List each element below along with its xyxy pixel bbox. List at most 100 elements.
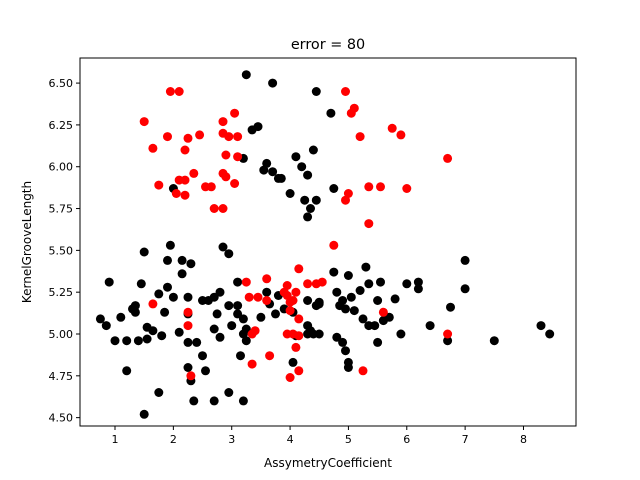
data-point	[183, 133, 193, 143]
data-point	[329, 184, 339, 193]
data-point	[314, 297, 324, 307]
data-point	[443, 153, 453, 163]
data-point	[349, 306, 359, 316]
data-point	[443, 336, 453, 346]
data-point	[139, 247, 149, 257]
data-point	[236, 351, 245, 361]
data-point	[291, 287, 301, 297]
plot-area-frame	[79, 57, 577, 427]
data-point	[177, 269, 187, 279]
data-point	[215, 332, 225, 342]
data-point	[294, 264, 304, 274]
data-point	[148, 299, 158, 309]
data-point	[224, 301, 234, 311]
data-point	[174, 87, 184, 96]
data-point	[198, 351, 207, 361]
data-point	[233, 152, 243, 162]
data-point	[265, 351, 275, 361]
data-point	[195, 130, 205, 140]
data-point	[183, 337, 193, 347]
data-point	[244, 292, 254, 302]
data-point	[259, 165, 269, 175]
data-point	[282, 281, 292, 290]
data-point	[402, 279, 412, 289]
x-axis-label: AssymetryCoefficient	[264, 456, 392, 470]
data-point	[238, 314, 248, 324]
data-point	[262, 296, 272, 305]
data-point	[288, 296, 298, 305]
y-axis-ticks: 4.50 4.75 5.00 5.25 5.50 5.75 6.00 6.25 6.50	[49, 77, 80, 425]
data-point	[311, 87, 321, 96]
data-point	[233, 301, 243, 311]
data-point	[376, 182, 385, 192]
data-point	[101, 321, 111, 331]
data-point	[128, 304, 137, 314]
data-point	[230, 179, 240, 188]
data-point	[308, 145, 318, 155]
chart-title: error = 80	[291, 37, 365, 53]
data-point	[303, 170, 313, 180]
data-point	[209, 396, 219, 406]
data-point	[300, 195, 310, 205]
data-point	[343, 363, 353, 372]
data-point	[206, 182, 216, 192]
data-point	[139, 117, 149, 127]
data-point	[361, 262, 371, 272]
data-point	[343, 271, 353, 280]
data-point	[396, 329, 406, 339]
data-point	[396, 130, 406, 140]
data-point	[180, 175, 190, 185]
data-point	[247, 329, 257, 339]
x-tick-label: 3	[228, 433, 235, 446]
data-point	[338, 337, 348, 347]
data-point	[378, 307, 388, 317]
data-point	[189, 168, 199, 178]
data-point	[329, 240, 339, 250]
data-point	[285, 306, 295, 316]
data-point	[291, 152, 301, 162]
data-point	[294, 314, 304, 324]
data-point	[402, 184, 412, 193]
data-point	[224, 249, 234, 259]
data-point	[288, 357, 298, 367]
data-point	[163, 282, 172, 292]
data-point	[183, 307, 193, 317]
data-point	[285, 373, 295, 382]
y-tick-label: 6.00	[49, 161, 74, 174]
data-point	[160, 307, 170, 317]
y-axis-label: KernelGrooveLength	[20, 181, 34, 303]
data-point	[233, 132, 243, 142]
x-tick-label: 4	[287, 433, 294, 446]
data-point	[332, 332, 342, 342]
data-point	[136, 279, 146, 289]
data-point	[460, 255, 470, 265]
data-point	[358, 366, 368, 376]
data-point	[291, 342, 301, 352]
data-point	[303, 296, 313, 305]
data-point	[154, 180, 164, 190]
data-point	[253, 292, 263, 302]
data-point	[209, 324, 219, 334]
data-point	[241, 70, 251, 80]
data-point	[133, 336, 143, 346]
data-point	[209, 292, 219, 302]
data-point	[317, 277, 327, 287]
data-point	[346, 292, 356, 302]
data-point	[247, 125, 257, 135]
data-point	[224, 132, 234, 142]
data-point	[370, 321, 380, 331]
data-point	[355, 286, 365, 295]
data-point	[294, 366, 304, 376]
data-point	[154, 289, 164, 299]
data-point	[238, 396, 248, 406]
x-tick-label: 5	[345, 433, 352, 446]
data-point	[122, 336, 132, 346]
data-point	[358, 314, 368, 324]
data-point	[104, 277, 114, 287]
data-point	[413, 284, 423, 294]
data-point	[376, 277, 385, 287]
data-point	[139, 409, 149, 419]
data-point	[186, 371, 196, 381]
data-point	[329, 267, 339, 277]
